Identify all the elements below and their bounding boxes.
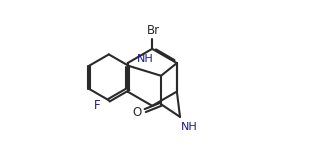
Text: Br: Br xyxy=(146,24,160,37)
Text: O: O xyxy=(132,106,141,119)
Text: NH: NH xyxy=(137,54,153,64)
Text: F: F xyxy=(94,99,100,112)
Text: NH: NH xyxy=(181,122,197,133)
